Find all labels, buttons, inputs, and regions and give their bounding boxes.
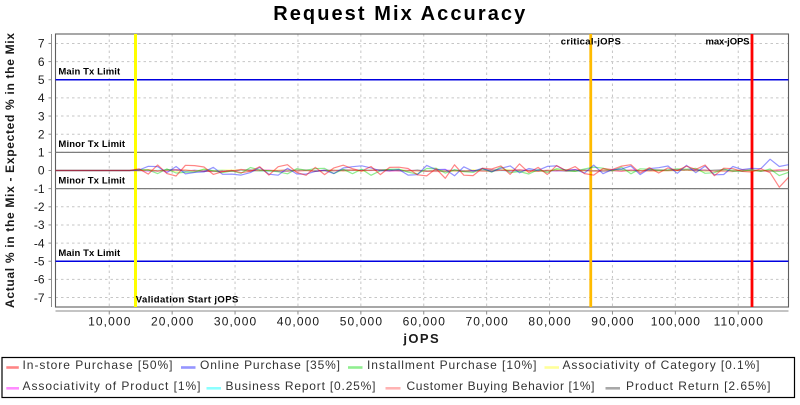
- svg-text:0: 0: [38, 164, 45, 178]
- svg-text:Minor Tx Limit: Minor Tx Limit: [58, 175, 126, 186]
- svg-text:3: 3: [38, 109, 45, 123]
- svg-text:max-jOPS: max-jOPS: [706, 37, 750, 48]
- svg-text:Associativity of Category [0.1: Associativity of Category [0.1%]: [563, 358, 760, 372]
- svg-text:-4: -4: [34, 236, 45, 250]
- svg-text:1: 1: [38, 146, 45, 160]
- svg-text:40,000: 40,000: [277, 315, 320, 329]
- svg-text:-2: -2: [34, 200, 45, 214]
- svg-text:Customer Buying Behavior [1%]: Customer Buying Behavior [1%]: [407, 379, 595, 393]
- svg-text:-5: -5: [34, 254, 45, 268]
- svg-text:-7: -7: [34, 291, 45, 305]
- svg-text:20,000: 20,000: [151, 315, 194, 329]
- svg-text:Request Mix Accuracy: Request Mix Accuracy: [273, 3, 526, 25]
- svg-text:critical-jOPS: critical-jOPS: [561, 37, 621, 48]
- svg-text:4: 4: [38, 91, 45, 105]
- svg-text:Associativity of Product [1%]: Associativity of Product [1%]: [23, 379, 201, 393]
- svg-text:7: 7: [38, 37, 45, 51]
- svg-text:jOPS: jOPS: [402, 331, 439, 346]
- svg-text:70,000: 70,000: [466, 315, 509, 329]
- svg-text:110,000: 110,000: [714, 315, 764, 329]
- svg-text:50,000: 50,000: [340, 315, 383, 329]
- svg-text:30,000: 30,000: [214, 315, 257, 329]
- svg-text:80,000: 80,000: [528, 315, 571, 329]
- svg-text:Validation Start jOPS: Validation Start jOPS: [136, 295, 239, 306]
- svg-text:10,000: 10,000: [88, 315, 131, 329]
- svg-text:Main Tx Limit: Main Tx Limit: [58, 248, 121, 259]
- svg-text:Actual % in the Mix - Expected: Actual % in the Mix - Expected % in the …: [3, 33, 17, 308]
- svg-text:Product Return [2.65%]: Product Return [2.65%]: [626, 379, 771, 393]
- svg-text:Main Tx Limit: Main Tx Limit: [58, 67, 121, 78]
- svg-text:2: 2: [38, 127, 45, 141]
- svg-text:Business Report [0.25%]: Business Report [0.25%]: [226, 379, 376, 393]
- svg-text:-6: -6: [34, 273, 45, 287]
- svg-text:5: 5: [38, 73, 45, 87]
- svg-text:-3: -3: [34, 218, 45, 232]
- svg-text:90,000: 90,000: [591, 315, 634, 329]
- svg-text:Installment Purchase [10%]: Installment Purchase [10%]: [367, 358, 537, 372]
- svg-text:Online Purchase [35%]: Online Purchase [35%]: [200, 358, 340, 372]
- svg-text:In-store Purchase [50%]: In-store Purchase [50%]: [23, 358, 173, 372]
- svg-text:100,000: 100,000: [651, 315, 701, 329]
- svg-text:6: 6: [38, 55, 45, 69]
- svg-text:Minor Tx Limit: Minor Tx Limit: [58, 139, 126, 150]
- svg-text:-1: -1: [34, 182, 45, 196]
- svg-text:60,000: 60,000: [403, 315, 446, 329]
